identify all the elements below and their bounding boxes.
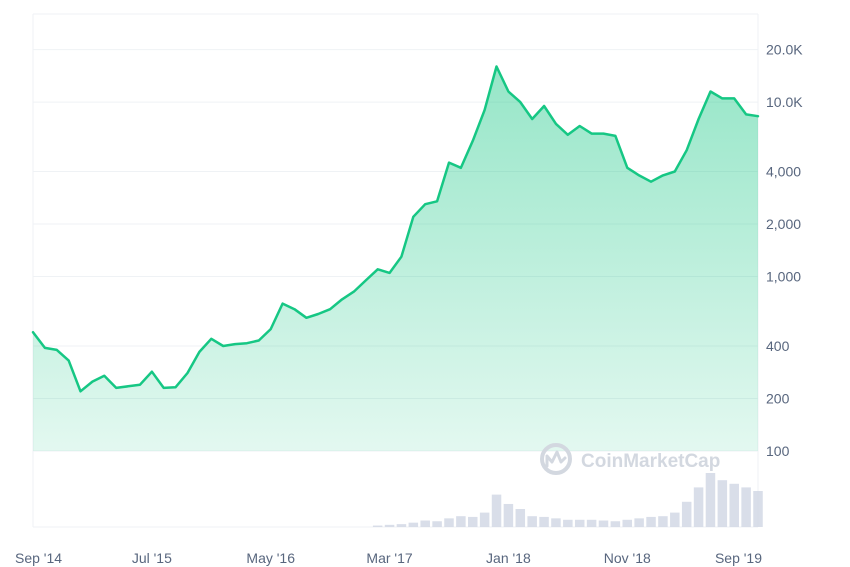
volume-bar	[468, 516, 478, 527]
volume-bar	[670, 512, 680, 527]
volume-bar	[479, 512, 490, 527]
y-tick-label: 1,000	[766, 269, 801, 285]
volume-bar	[598, 520, 609, 527]
volume-bar	[741, 487, 751, 527]
y-tick-label: 20.0K	[766, 42, 803, 58]
volume-bar	[658, 516, 668, 527]
volume-bar	[634, 518, 644, 527]
volume-bar	[610, 521, 621, 527]
volume-bar	[574, 519, 585, 527]
volume-bar	[503, 503, 514, 527]
volume-bar	[396, 524, 407, 527]
volume-bar	[515, 509, 526, 527]
y-tick-label: 4,000	[766, 164, 801, 180]
volume-bar	[491, 494, 502, 527]
x-tick-label: Nov '18	[604, 550, 651, 566]
volume-bar	[753, 491, 763, 527]
y-tick-label: 200	[766, 390, 790, 406]
volume-bar	[444, 518, 454, 527]
price-line	[31, 65, 760, 393]
coinmarketcap-watermark: CoinMarketCap	[540, 443, 720, 475]
volume-bar	[646, 516, 656, 527]
volume-bar	[432, 521, 442, 527]
volume-bar	[420, 520, 430, 527]
x-tick-label: Sep '19	[715, 550, 762, 566]
volume-bar	[563, 519, 573, 527]
volume-bar	[372, 525, 383, 527]
price-area-fill	[33, 66, 758, 451]
volume-bar	[693, 487, 704, 527]
x-tick-label: Sep '14	[15, 550, 62, 566]
volume-bar	[456, 516, 466, 527]
x-tick-label: Mar '17	[366, 550, 412, 566]
x-tick-label: May '16	[246, 550, 295, 566]
volume-bar	[729, 483, 739, 527]
volume-bar	[539, 516, 549, 527]
y-tick-label: 2,000	[766, 216, 801, 232]
y-tick-label: 400	[766, 338, 790, 354]
volume-bar	[586, 519, 597, 527]
y-tick-label: 10.0K	[766, 94, 803, 110]
watermark-text: CoinMarketCap	[581, 451, 720, 472]
x-tick-label: Jan '18	[486, 550, 531, 566]
price-area	[31, 65, 760, 451]
volume-bar	[408, 522, 419, 527]
y-axis-labels: 20.0K 10.0K 4,000 2,000 1,000 400 200 100	[766, 42, 803, 459]
volume-bar	[622, 519, 633, 527]
coinmarketcap-logo-icon	[540, 443, 572, 475]
volume-bar	[527, 516, 537, 527]
volume-bar	[705, 473, 716, 527]
volume-bar	[384, 524, 395, 527]
y-tick-label: 100	[766, 443, 790, 459]
x-axis-labels: Sep '14 Jul '15 May '16 Mar '17 Jan '18 Nov '…	[15, 550, 762, 566]
volume-bars	[372, 473, 763, 527]
volume-bar	[681, 501, 692, 527]
x-tick-label: Jul '15	[132, 550, 172, 566]
volume-bar	[551, 518, 561, 527]
volume-bar	[717, 480, 728, 527]
